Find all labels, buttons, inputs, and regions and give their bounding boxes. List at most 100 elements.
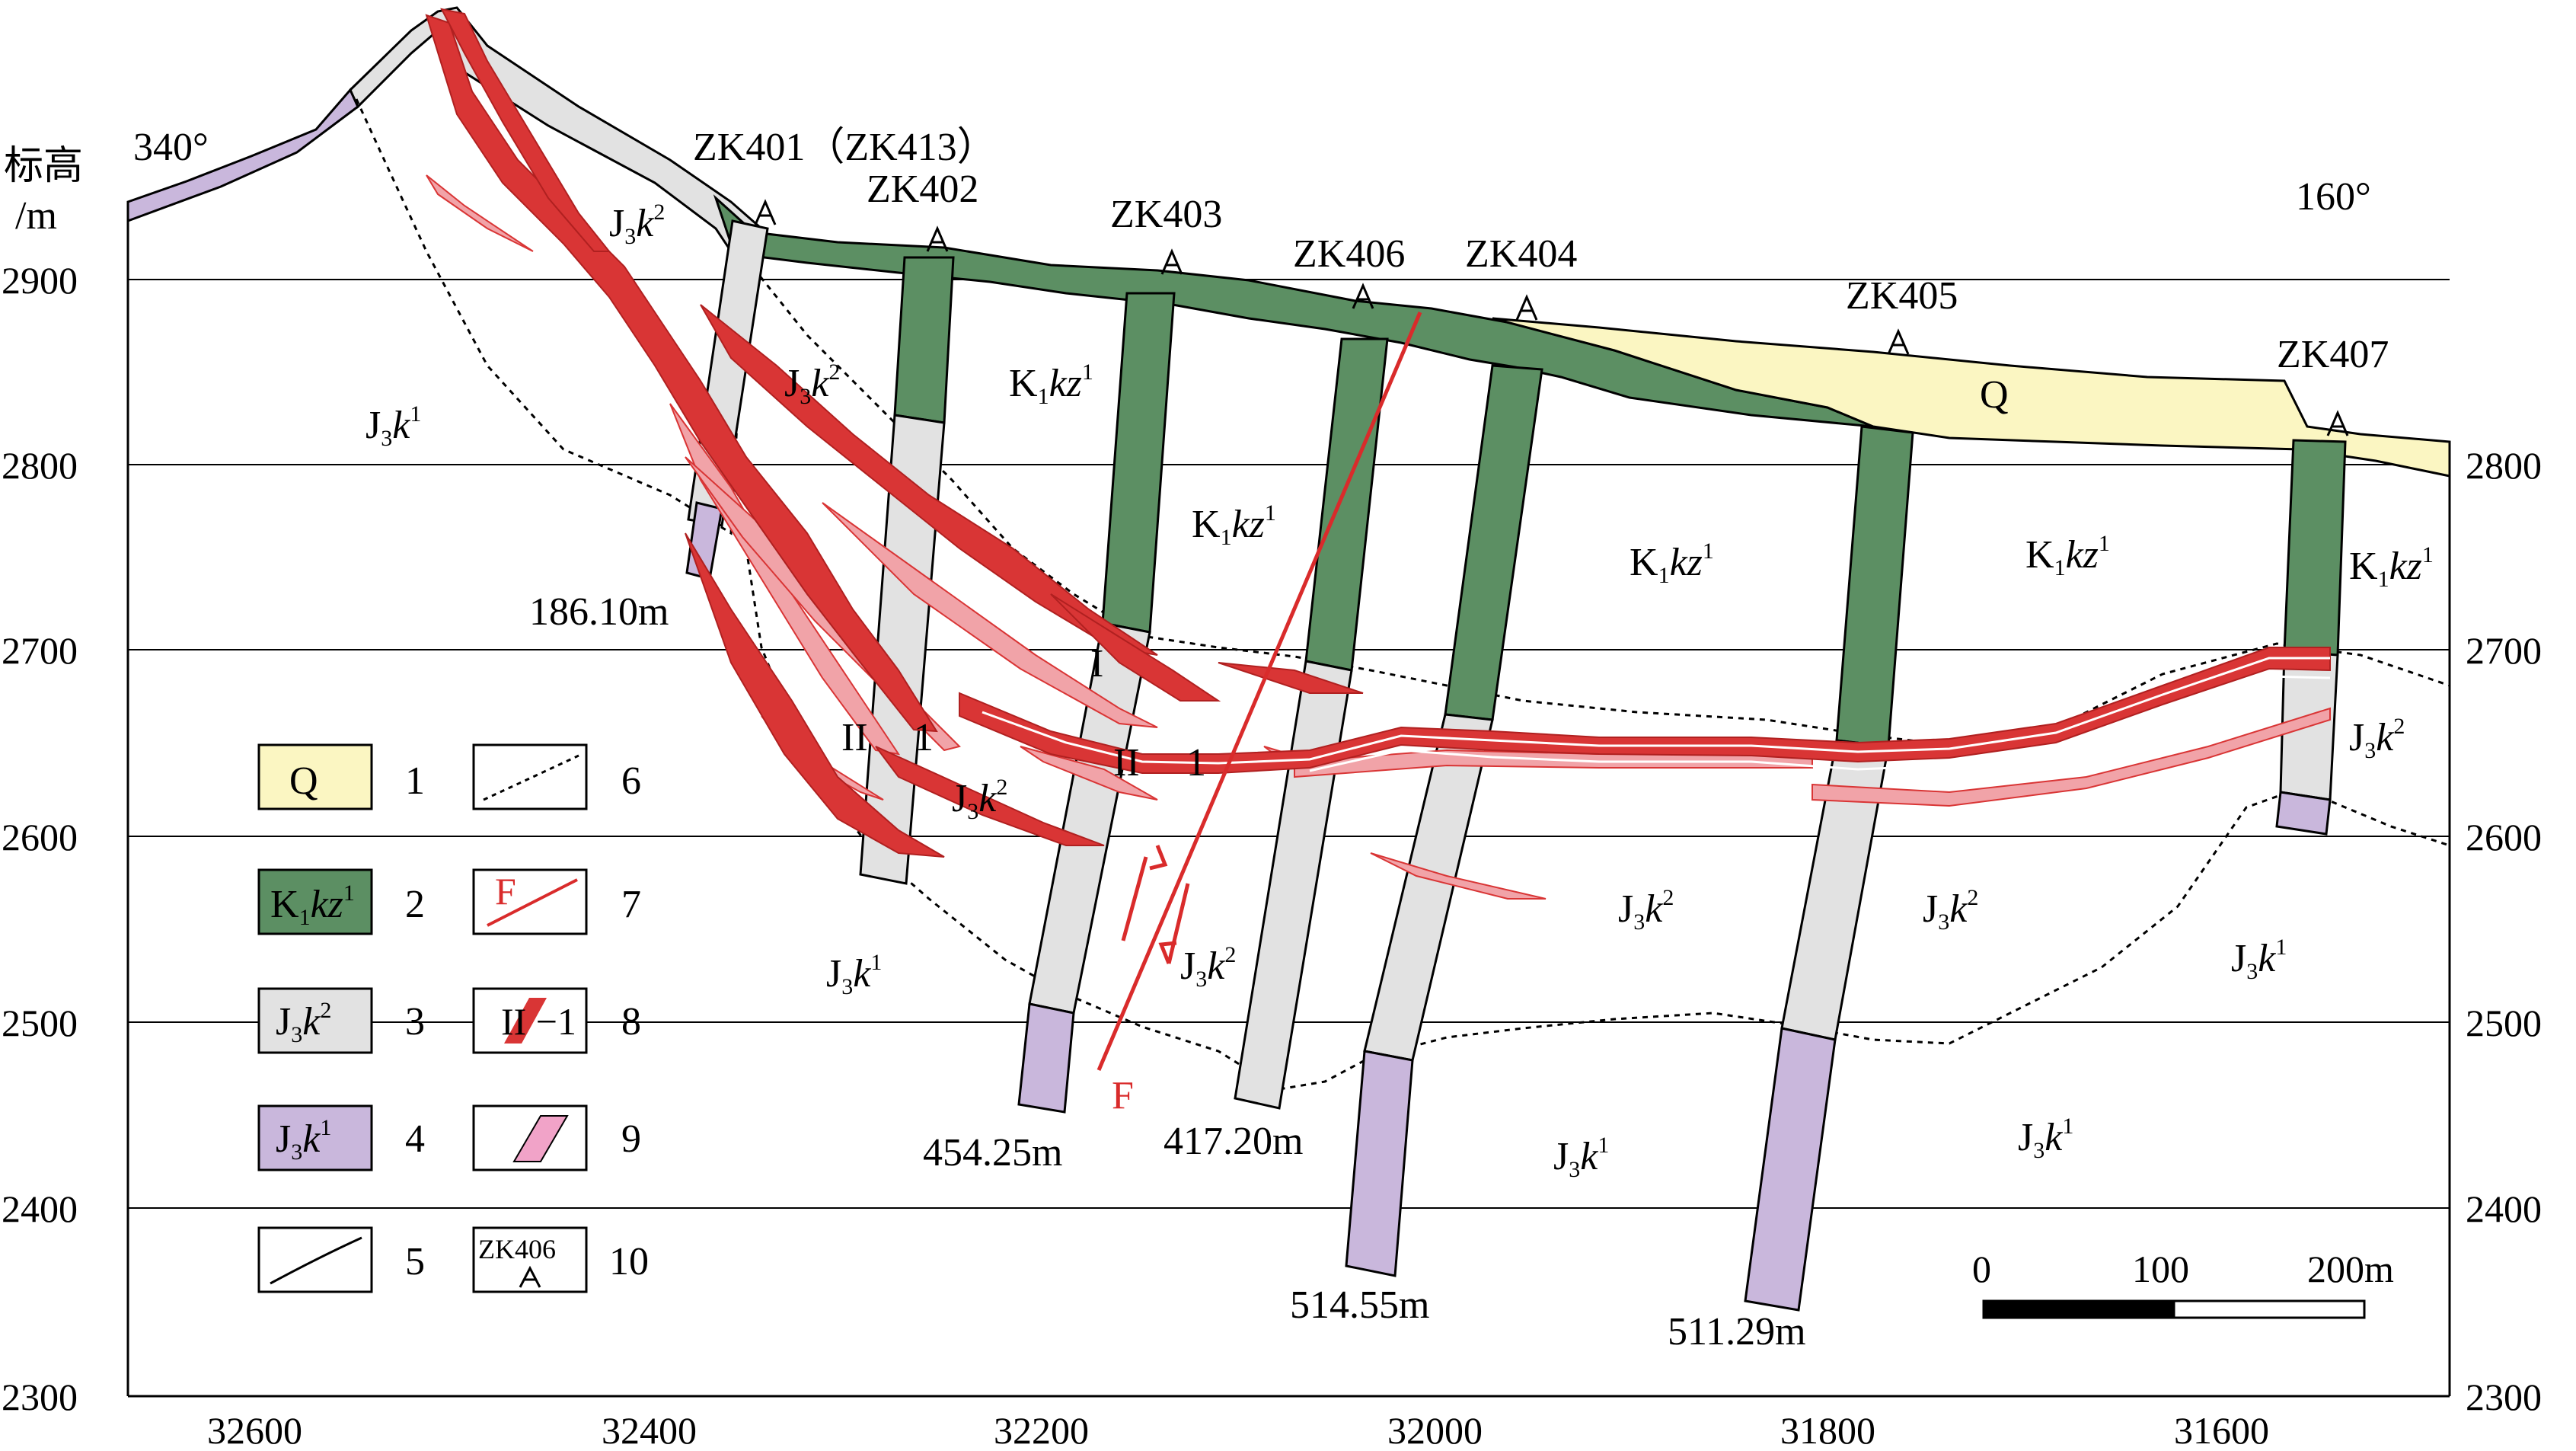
borehole-label-zk405: ZK405 [1846,274,1958,318]
legend-num-10: 10 [609,1240,649,1283]
y-tick-2800: 2800 [2,444,78,487]
label-j3k1-c: J3k1 [1553,1133,1609,1182]
orebodies-high-grade [425,8,2331,858]
topo-quaternary [1492,317,2451,478]
orebody-label-ii-mid-1: 1 [1186,741,1206,785]
legend-borehole-symbol [519,1265,541,1288]
y-axis-title: 标高 [4,145,83,188]
y-right-tick-2500: 2500 [2466,1002,2542,1044]
orientation-right: 160° [2296,175,2371,219]
orebody-label-ii-left-1: 1 [914,716,934,759]
y-right-tick-2300: 2300 [2466,1376,2542,1418]
strata-labels: J3k1 J3k2 J3k2 K1kz1 K1kz1 K1kz1 K1kz1 K… [365,200,2434,1182]
orebody-label-i: I [1090,642,1103,686]
y-right-tick-2700: 2700 [2466,629,2542,672]
y-right-ticks: 2800 2700 2600 2500 2400 2300 [2466,444,2542,1418]
legend-num-4: 4 [405,1117,425,1161]
y-tick-2600: 2600 [2,816,78,858]
legend-dotted-line [483,754,579,801]
label-k1kz1-c: K1kz1 [1630,539,1714,588]
fault-label: F [1112,1074,1134,1117]
boreholes [685,219,2347,1312]
scale-label-100: 100 [2132,1248,2189,1290]
label-q: Q [1980,373,2009,417]
label-j3k2-e: J3k2 [1618,885,1674,935]
legend-num-5: 5 [405,1240,425,1283]
y-tick-2300: 2300 [2,1376,78,1418]
borehole-label-zk406: ZK406 [1293,232,1405,276]
x-tick-32200: 32200 [994,1409,1089,1447]
frame [126,202,2451,1398]
x-tick-31600: 31600 [2174,1409,2269,1447]
legend: Q 1 K1kz1 2 J3k2 3 J3k1 4 5 6 F 7 II −1 … [257,743,649,1293]
borehole-collar-symbols [754,199,2349,436]
borehole-label-zk403: ZK403 [1110,193,1222,236]
label-k1kz1-a: K1kz1 [1009,360,1093,409]
scale-label-0: 0 [1972,1248,1991,1290]
x-tick-32000: 32000 [1387,1409,1483,1447]
legend-num-6: 6 [621,759,641,803]
legend-borehole-label: ZK406 [478,1234,556,1264]
depth-label-zk405: 511.29m [1668,1310,1806,1354]
label-j3k1-a: J3k1 [365,401,421,451]
label-k1kz1-b: K1kz1 [1192,500,1276,550]
x-tick-32400: 32400 [602,1409,697,1447]
legend-swatch-dotted [472,743,588,810]
label-j3k1-d: J3k1 [2018,1114,2073,1163]
y-tick-2700: 2700 [2,629,78,672]
y-right-tick-2600: 2600 [2466,816,2542,858]
label-k1kz1-d: K1kz1 [2025,531,2110,580]
x-ticks: 32600 32400 32200 32000 31800 31600 [207,1409,2269,1451]
y-left-ticks: 2900 2800 2700 2600 2500 2400 2300 [2,259,78,1418]
y-tick-2900: 2900 [2,259,78,302]
borehole-label-zk401: ZK401（ZK413） [693,126,997,169]
label-j3k2-a: J3k2 [609,200,665,249]
legend-swatch-j3k1 [257,1104,373,1171]
contact-line-lower [745,548,2450,1091]
legend-orebody-shape [504,998,547,1044]
label-j3k2-f: J3k2 [1923,885,1978,935]
legend-num-7: 7 [621,883,641,926]
legend-boundary-line [270,1236,362,1285]
legend-swatch-borehole [472,1226,588,1293]
legend-label-q: Q [289,759,318,803]
y-tick-2500: 2500 [2,1002,78,1044]
legend-swatch-k1kz1 [257,868,373,935]
scale-bar-white [2172,1299,2366,1319]
legend-orebody-label: II −1 [501,1000,576,1043]
x-tick-31800: 31800 [1780,1409,1875,1447]
label-j3k2-d: J3k2 [1180,942,1236,992]
orebody-label-ii-left: II [841,716,868,759]
legend-swatch-q [257,743,373,810]
depth-label-zk401: 186.10m [529,590,669,634]
legend-num-8: 8 [621,1000,641,1044]
label-k1kz1-e: K1kz1 [2349,542,2434,592]
y-tick-2400: 2400 [2,1187,78,1230]
label-j3k2-b: J3k2 [784,360,840,409]
ore-band-lines [982,657,2331,772]
depth-label-zk403: 454.25m [923,1131,1062,1175]
fault-f [1096,312,1422,1071]
topo-k1kz1-band [713,194,1874,428]
legend-num-1: 1 [405,759,425,803]
scale-bar: 0 100 200m [1972,1248,2394,1319]
label-j3k1-b: J3k1 [826,950,882,999]
orientation-left: 340° [133,126,209,169]
label-j3k1-e: J3k1 [2231,935,2287,984]
legend-num-3: 3 [405,1000,425,1044]
label-j3k2-g: J3k2 [2349,714,2405,763]
depth-label-zk404: 514.55m [1290,1283,1429,1327]
legend-num-2: 2 [405,883,425,926]
borehole-label-zk402: ZK402 [867,168,978,211]
borehole-label-zk404: ZK404 [1465,232,1577,276]
x-tick-32600: 32600 [207,1409,302,1447]
y-right-tick-2800: 2800 [2466,444,2542,487]
legend-num-9: 9 [621,1117,641,1161]
legend-label-k1kz1: K1kz1 [270,881,355,930]
scale-bar-black [1982,1299,2175,1319]
borehole-label-zk407: ZK407 [2277,333,2389,376]
legend-swatch-j3k2 [257,987,373,1054]
legend-fault-label: F [495,870,516,912]
